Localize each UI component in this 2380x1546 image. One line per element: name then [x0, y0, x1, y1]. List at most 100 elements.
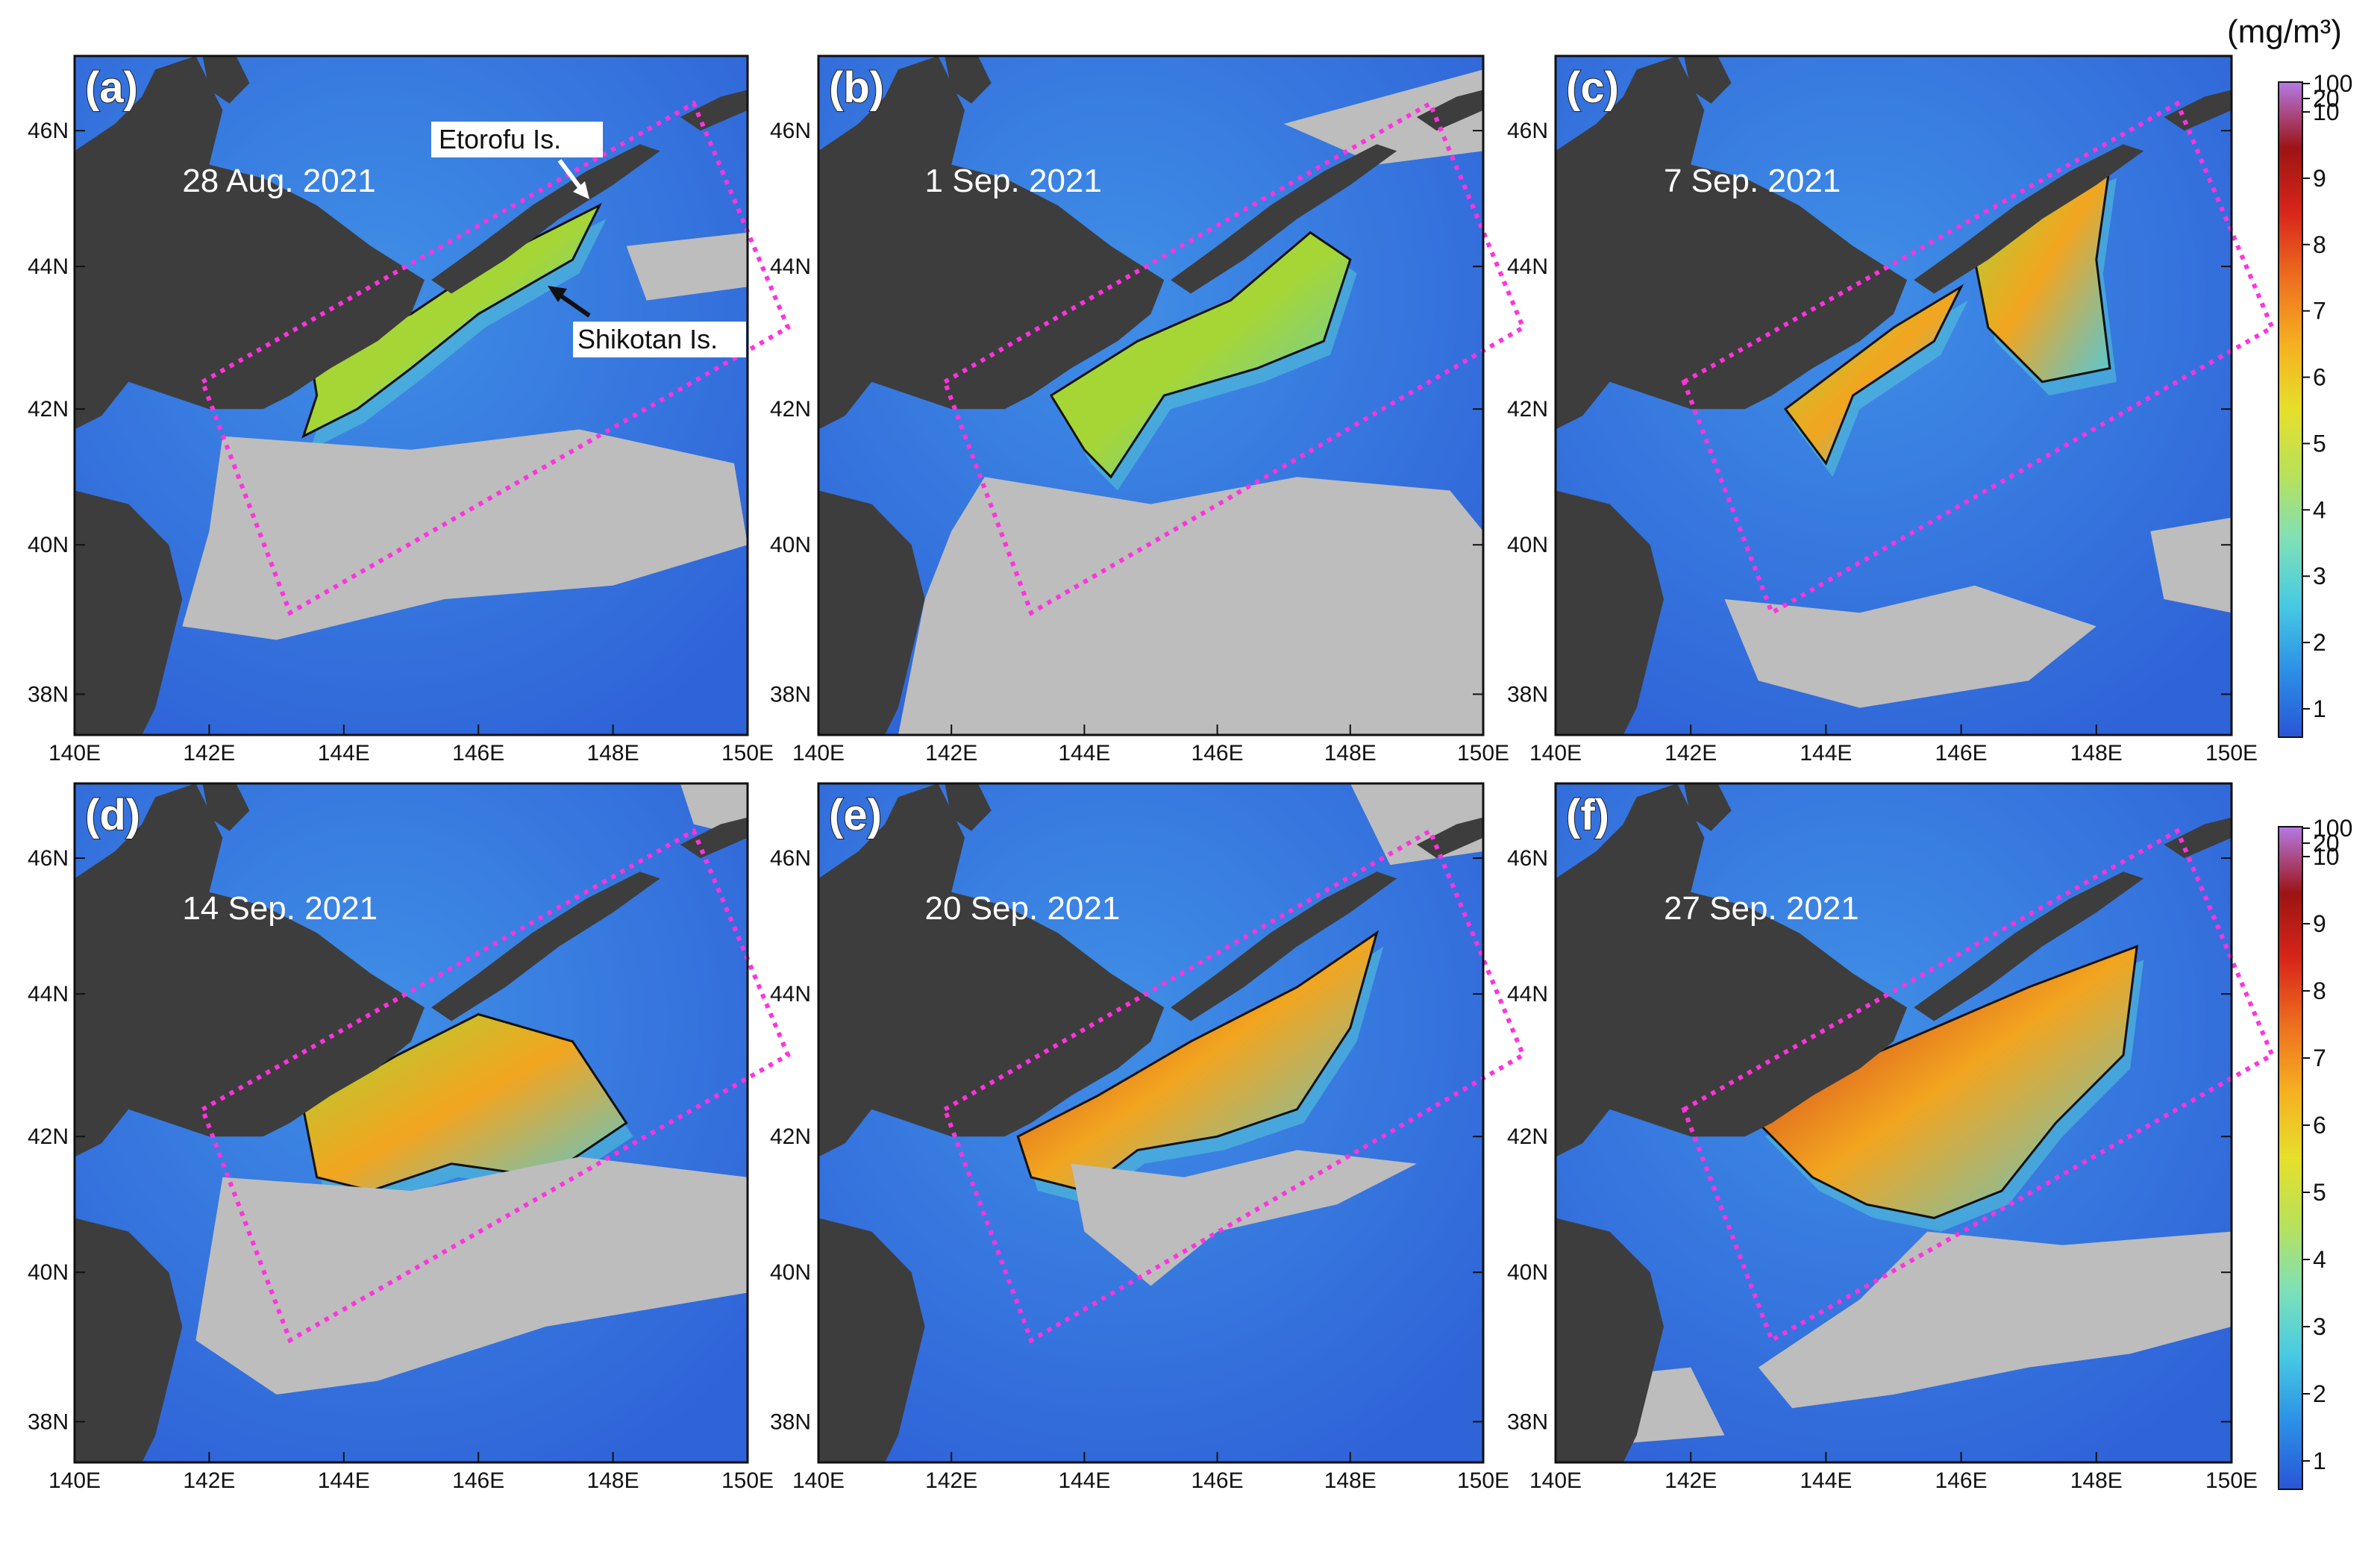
lat-tick-label: 40N	[770, 533, 811, 557]
map-b: (b) 1 Sep. 2021 140E 142E 144E 146E 148E 150E 46…	[770, 54, 1526, 766]
lon-tick-label: 146E	[452, 741, 504, 766]
study-area-box	[942, 100, 1526, 616]
land	[431, 871, 660, 1021]
lat-tick-label: 42N	[1507, 397, 1548, 422]
date-label: 7 Sep. 2021	[1664, 163, 1841, 199]
colorbar-tick-label: 5	[2313, 430, 2326, 457]
date-label: 1 Sep. 2021	[925, 163, 1102, 199]
chlorophyll-bloom	[1783, 284, 1964, 466]
study-area-box	[199, 827, 791, 1344]
lon-tick-label: 150E	[2205, 741, 2258, 766]
land	[1556, 490, 1664, 735]
land	[945, 56, 992, 104]
land	[202, 56, 250, 104]
lon-tick-label: 146E	[1935, 741, 1988, 766]
lon-tick-label: 148E	[2070, 1468, 2123, 1493]
map-frame	[73, 782, 749, 1464]
land	[202, 783, 250, 831]
land	[431, 144, 660, 294]
lat-tick-label: 44N	[28, 254, 69, 279]
lon-tick-label: 140E	[1529, 1468, 1582, 1493]
lat-tick-label: 40N	[1507, 1260, 1548, 1285]
chlorophyll-bloom	[1756, 945, 2138, 1219]
land	[1914, 144, 2144, 294]
colorbar-tick-label: 5	[2313, 1179, 2326, 1206]
lat-tick-label: 38N	[770, 682, 811, 707]
lon-tick-label: 150E	[721, 1468, 774, 1493]
lat-tick-label: 44N	[770, 254, 811, 279]
lat-tick-label: 42N	[770, 397, 811, 422]
lat-tick-label: 44N	[28, 982, 69, 1007]
lon-tick-label: 144E	[1058, 1468, 1110, 1493]
land	[945, 783, 992, 831]
hokkaido-land	[818, 56, 1165, 430]
map-d: (d) 14 Sep. 2021 140E 142E 144E 146E 148E 150E 4…	[28, 782, 791, 1493]
lat-tick-label: 38N	[1507, 1409, 1548, 1434]
panel-label: (d)	[85, 791, 140, 839]
lon-tick-label: 142E	[925, 1468, 977, 1493]
hokkaido-land	[75, 56, 425, 430]
chlorophyll-bloom	[1016, 930, 1379, 1192]
lat-tick-label: 40N	[1507, 533, 1548, 557]
map-e: (e) 20 Sep. 2021 140E 142E 144E 146E 148E 150E 4…	[770, 782, 1526, 1493]
panel-label: (f)	[1566, 791, 1609, 839]
colorbar-tick-label: 20	[2313, 85, 2340, 112]
cloud-mask	[2150, 517, 2232, 613]
lat-tick-label: 46N	[28, 846, 69, 871]
study-area-box	[199, 100, 791, 616]
chlorophyll-bloom	[1049, 231, 1352, 479]
colorbar-1: 100 20 10 9 8 7 6 5 4 3 2 1	[2276, 70, 2373, 739]
colorbar-tick-label: 6	[2313, 1112, 2326, 1139]
colorbar-tick-label: 8	[2313, 977, 2326, 1004]
lat-tick-label: 42N	[28, 397, 69, 422]
panel-label: (a)	[85, 63, 138, 112]
lat-tick-label: 42N	[28, 1124, 69, 1149]
land	[1416, 90, 1483, 131]
lon-tick-label: 142E	[1665, 741, 1717, 766]
date-label: 27 Sep. 2021	[1664, 890, 1859, 927]
etorofu-arrowhead	[573, 181, 589, 199]
colorbar-tick-label: 1	[2313, 695, 2326, 722]
land	[2164, 817, 2232, 859]
hokkaido-land	[75, 783, 425, 1157]
map-a: (a) 28 Aug. 2021 140E 142E 144E 146E 148E 150E 4…	[28, 54, 791, 766]
lon-tick-label: 148E	[2070, 741, 2123, 766]
cloud-mask	[182, 429, 748, 640]
map-frame	[817, 54, 1485, 736]
colorbar-tick-label: 3	[2313, 563, 2326, 589]
hokkaido-land	[1556, 783, 1908, 1157]
etorofu-label: Etorofu Is.	[439, 124, 561, 154]
date-label: 28 Aug. 2021	[182, 163, 375, 199]
map-panel-c: (c) 7 Sep. 2021 140E 142E 144E 146E 148E 150E 46…	[1507, 54, 2276, 766]
lon-tick-label: 150E	[1457, 1468, 1509, 1493]
study-area-box	[1681, 827, 2276, 1344]
lon-tick-label: 150E	[1457, 741, 1509, 766]
lat-tick-label: 46N	[1507, 119, 1548, 143]
cloud-mask	[1071, 1150, 1417, 1286]
lon-tick-label: 146E	[452, 1468, 504, 1493]
land	[1171, 871, 1397, 1021]
colorbar-unit-label: (mg/m³)	[2227, 13, 2342, 50]
lon-tick-label: 146E	[1935, 1468, 1988, 1493]
shikotan-label-box	[573, 322, 746, 357]
land	[1416, 817, 1483, 859]
colorbar-tick-label: 100	[2313, 70, 2352, 97]
lon-tick-label: 146E	[1191, 741, 1244, 766]
lat-tick-label: 38N	[28, 1409, 69, 1434]
cloud-mask	[898, 477, 1483, 735]
lon-tick-label: 144E	[318, 741, 370, 766]
cloud-mask	[195, 1157, 748, 1395]
map-panel-d: (d) 14 Sep. 2021 140E 142E 144E 146E 148E 150E 4…	[28, 782, 791, 1493]
colorbar-tick-label: 7	[2313, 1045, 2326, 1071]
map-panel-b: (b) 1 Sep. 2021 140E 142E 144E 146E 148E 150E 46…	[770, 54, 1526, 766]
colorbar-tick-label: 4	[2313, 496, 2326, 523]
lon-tick-label: 140E	[792, 741, 845, 766]
lat-tick-label: 44N	[1507, 982, 1548, 1007]
lon-tick-label: 150E	[2205, 1468, 2258, 1493]
lon-tick-label: 146E	[1191, 1468, 1244, 1493]
colorbar-tick-label: 9	[2313, 910, 2326, 937]
shikotan-label: Shikotan Is.	[577, 324, 718, 354]
map-f: (f) 27 Sep. 2021 140E 142E 144E 146E 148E 150E 4…	[1507, 782, 2276, 1493]
lat-tick-label: 46N	[1507, 846, 1548, 871]
